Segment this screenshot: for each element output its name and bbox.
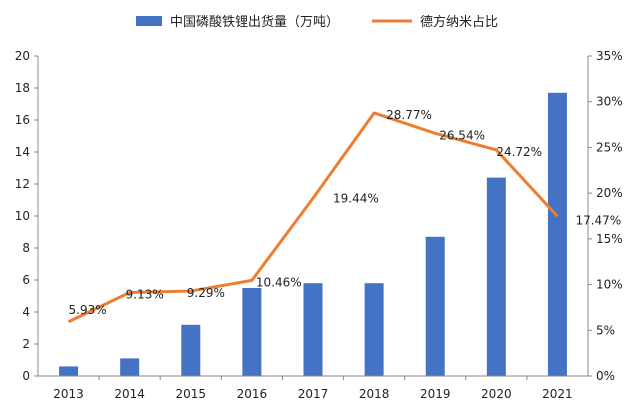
x-tick-label: 2021 <box>542 387 573 401</box>
line-data-label: 17.47% <box>575 213 621 227</box>
line-data-label: 24.72% <box>496 145 542 159</box>
left-tick-label: 4 <box>22 305 30 319</box>
data-labels: 5.93% 9.13% 9.29% 10.46% 19.44% 28.77% 26.54% 2… <box>69 108 622 317</box>
x-tick-label: 2013 <box>53 387 84 401</box>
line-data-label: 5.93% <box>69 303 107 317</box>
right-tick-label: 20% <box>596 186 623 200</box>
chart-legend: 中国磷酸铁锂出货量（万吨） 德方纳米占比 <box>136 14 498 30</box>
share-line <box>67 111 559 324</box>
bar-2020 <box>486 177 506 376</box>
bar-2015 <box>181 324 201 376</box>
left-tick-label: 8 <box>22 241 30 255</box>
left-tick-label: 14 <box>15 145 30 159</box>
line-data-label: 26.54% <box>439 128 485 142</box>
x-tick-label: 2015 <box>176 387 207 401</box>
left-tick-label: 18 <box>15 81 30 95</box>
x-tick-label: 2014 <box>114 387 145 401</box>
bar-2017 <box>303 283 323 376</box>
right-tick-label: 15% <box>596 232 623 246</box>
line-series <box>67 111 559 324</box>
line-data-label: 10.46% <box>256 275 302 289</box>
bar-2019 <box>425 236 445 376</box>
bar-series <box>59 92 567 377</box>
left-tick-label: 12 <box>15 177 30 191</box>
right-tick-label: 30% <box>596 95 623 109</box>
left-tick-label: 16 <box>15 113 30 127</box>
bar-2018 <box>364 283 384 376</box>
line-data-label: 19.44% <box>333 191 379 205</box>
line-data-label: 9.13% <box>126 288 164 302</box>
x-tick-label: 2018 <box>359 387 390 401</box>
x-tick-label: 2019 <box>420 387 451 401</box>
right-tick-label: 0% <box>596 369 615 383</box>
right-tick-label: 5% <box>596 323 615 337</box>
chart-axes: 0 2 4 6 8 10 12 14 16 18 20 0% 5% 10% 15% 20% 25% 30% 35% 2… <box>15 49 623 401</box>
left-tick-label: 10 <box>15 209 30 223</box>
left-tick-label: 20 <box>15 49 30 63</box>
line-data-label: 28.77% <box>386 108 432 122</box>
x-tick-label: 2017 <box>298 387 329 401</box>
bar-2013 <box>59 366 79 376</box>
x-tick-label: 2020 <box>481 387 512 401</box>
left-tick-label: 0 <box>22 369 30 383</box>
bar-2021 <box>547 92 567 377</box>
right-tick-label: 10% <box>596 278 623 292</box>
legend-label-line: 德方纳米占比 <box>420 14 498 30</box>
right-tick-label: 35% <box>596 49 623 63</box>
legend-label-bar: 中国磷酸铁锂出货量（万吨） <box>170 14 339 30</box>
right-tick-label: 25% <box>596 140 623 154</box>
legend-swatch-bar <box>136 16 162 26</box>
left-tick-label: 6 <box>22 273 30 287</box>
x-tick-label: 2016 <box>237 387 268 401</box>
left-tick-label: 2 <box>22 337 30 351</box>
bar-2016 <box>242 288 262 376</box>
line-data-label: 9.29% <box>187 286 225 300</box>
bar-2014 <box>120 358 140 376</box>
